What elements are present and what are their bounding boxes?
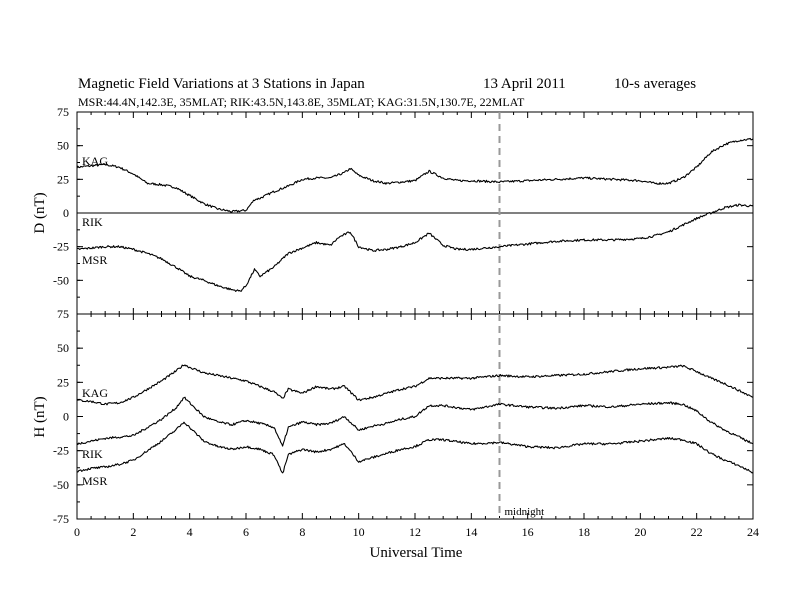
chart-averaging: 10-s averages [614, 76, 696, 92]
series-line-rik-h [76, 396, 754, 447]
series-line-rik-d [499, 203, 754, 248]
y-tick-label-h: 25 [57, 375, 69, 389]
x-tick-label: 24 [747, 525, 759, 539]
series-line-kag-h [76, 364, 754, 406]
x-tick-label: 4 [187, 525, 193, 539]
series-label-rik-h: RIK [82, 447, 103, 461]
y-tick-label-d: -50 [53, 273, 69, 287]
series-line-msr-d [77, 231, 500, 292]
series-label-rik-d: RIK [82, 215, 103, 229]
x-tick-label: 0 [74, 525, 80, 539]
series-line-kag-d [76, 137, 754, 213]
series-label-kag-h: KAG [82, 386, 108, 400]
series-label-kag-d: KAG [82, 154, 108, 168]
y-tick-label-d: 75 [57, 105, 69, 119]
y-axis-label-h: H (nT) [32, 396, 48, 437]
y-axis-label-d: D (nT) [32, 192, 48, 233]
y-tick-label-h: 50 [57, 341, 69, 355]
series-label-msr-d: MSR [82, 253, 107, 267]
y-tick-label-h: -75 [53, 512, 69, 526]
x-tick-label: 14 [465, 525, 477, 539]
x-tick-label: 18 [578, 525, 590, 539]
x-tick-label: 10 [353, 525, 365, 539]
y-tick-label-h: 75 [57, 307, 69, 321]
y-tick-label-d: 0 [63, 206, 69, 220]
y-tick-label-h: 0 [63, 410, 69, 424]
panel-d: -50 -25 0 25 50 75 KAG RIK MSR [53, 105, 754, 315]
x-tick-label: 22 [691, 525, 703, 539]
x-tick-label: 20 [634, 525, 646, 539]
x-tick-label: 12 [409, 525, 421, 539]
series-label-msr-h: MSR [82, 474, 107, 488]
x-tick-label: 6 [243, 525, 249, 539]
chart-title: Magnetic Field Variations at 3 Stations … [78, 76, 365, 92]
x-tick-label: 16 [522, 525, 534, 539]
y-tick-label-d: 50 [57, 139, 69, 153]
midnight-label: midnight [505, 506, 545, 518]
y-tick-label-d: -25 [53, 240, 69, 254]
y-tick-label-h: -25 [53, 444, 69, 458]
station-coordinates: MSR:44.4N,142.3E, 35MLAT; RIK:43.5N,143.… [78, 95, 525, 109]
y-tick-label-d: 25 [57, 172, 69, 186]
x-tick-label: 8 [299, 525, 305, 539]
series-line-msr-h [76, 421, 754, 474]
x-tick-label: 2 [130, 525, 136, 539]
y-tick-label-h: -50 [53, 478, 69, 492]
chart-date: 13 April 2011 [483, 76, 566, 92]
x-axis-label: Universal Time [370, 545, 463, 561]
